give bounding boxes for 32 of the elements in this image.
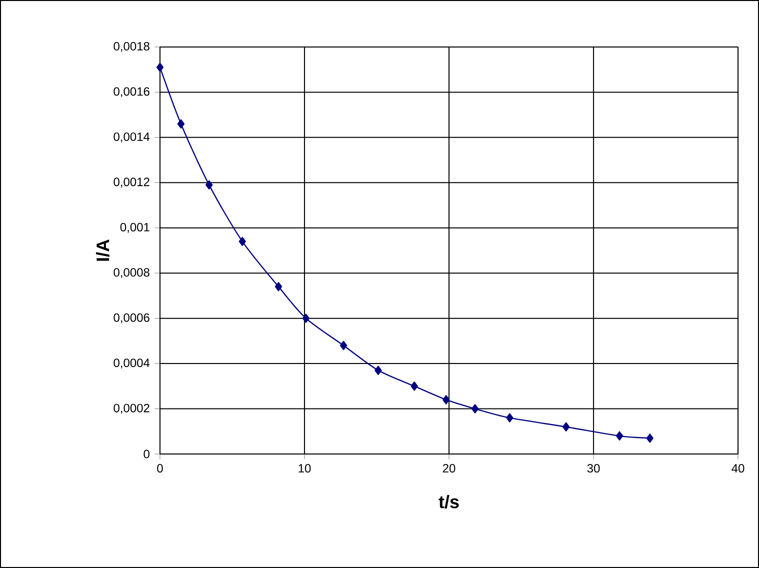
point: [177, 119, 185, 128]
x-tick-label: 0: [157, 464, 163, 473]
x-tick-label: 10: [298, 464, 311, 473]
point: [442, 395, 450, 404]
point: [374, 366, 382, 375]
y-axis-title: I/A: [96, 239, 110, 261]
y-tick-label: 0,0014: [114, 132, 150, 142]
point: [562, 422, 570, 432]
y-tick-label: 0: [144, 450, 150, 458]
point: [156, 62, 164, 72]
x-tick-label: 20: [442, 464, 456, 473]
point: [238, 236, 246, 246]
x-axis-title: t/s: [438, 495, 459, 508]
y-tick-label: 0,0008: [114, 268, 150, 278]
point: [302, 314, 310, 323]
y-tick-label: 0,001: [120, 222, 150, 233]
x-tick-label: 30: [587, 464, 600, 473]
y-tick-label: 0,0006: [114, 313, 150, 324]
point: [506, 413, 514, 422]
point: [471, 404, 479, 414]
point: [340, 340, 348, 350]
y-tick-label: 0,0018: [114, 42, 150, 52]
point: [646, 434, 654, 443]
point: [206, 180, 213, 190]
point: [274, 282, 282, 292]
point: [410, 382, 418, 391]
point: [616, 431, 624, 441]
y-tick-label: 0,0004: [114, 358, 150, 368]
y-tick-label: 0,0016: [114, 87, 150, 98]
x-tick-label: 40: [732, 464, 744, 473]
y-tick-label: 0,0012: [114, 178, 150, 188]
y-tick-label: 0,0002: [114, 404, 150, 414]
